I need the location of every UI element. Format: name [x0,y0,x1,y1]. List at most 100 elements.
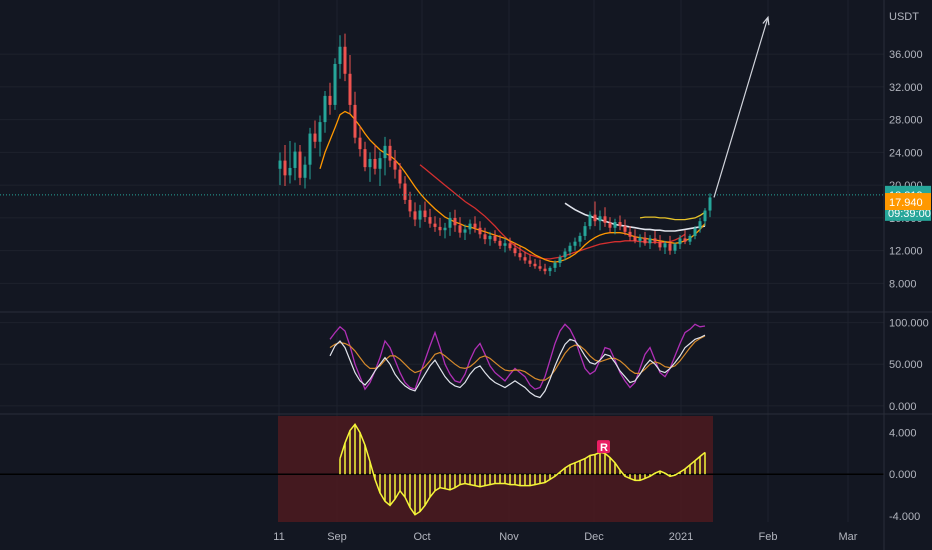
candle-body [563,251,567,258]
candle-body [488,235,492,240]
candle-body [433,223,437,227]
grid [0,0,884,522]
candle-body [663,243,667,248]
candle-body [653,238,657,242]
ma-white-line [564,202,706,232]
candle-body [533,263,537,267]
candle-body [468,223,472,230]
candle-body [483,234,487,240]
candle-body [578,235,582,242]
candle-body [333,63,337,105]
candle-body [403,183,407,200]
candle-body [448,217,452,228]
candle-body [543,268,547,272]
candle-body [303,164,307,178]
candle-body [608,222,612,228]
ma-red-line [419,164,686,260]
candle-body [518,253,522,258]
chart-markers[interactable]: R [597,440,610,454]
candle-body [418,210,422,220]
rsi-axis[interactable]: 100.000 50.000 0.000 [889,318,929,413]
osc-tick-0: 4.000 [889,428,917,440]
countdown-value: 09:39:00 [888,208,931,220]
candle-body [298,151,302,178]
rsi-tick-0: 100.000 [889,318,929,330]
candle-body [583,226,587,236]
candle-body [283,160,287,176]
candle-body [658,241,662,248]
osc-outline [339,422,706,516]
osc-shade-block [278,416,713,522]
oscillator-axis[interactable]: 4.000 0.000 -4.000 [889,428,920,523]
candle-body [513,248,517,254]
signal-marker-r-bg [597,440,610,454]
signal-marker-r: R [600,442,608,454]
candle-body [548,267,552,272]
ma-yellow-line [639,211,706,221]
projection-line [713,17,769,198]
candle-body [688,235,692,242]
candle-body [573,241,577,246]
candle-body [473,223,477,228]
candle-body [498,240,502,246]
candle-body [568,245,572,252]
candle-body [553,262,557,268]
candle-body [478,227,482,235]
candle-body [503,243,507,246]
price-tick-6: 12.000 [889,246,923,258]
candle-body [368,158,372,168]
candle-body [278,160,282,169]
candle-body [293,151,297,168]
rsi-lines [329,323,706,399]
oscillator-bars [339,422,706,516]
candle-body [593,214,597,222]
candle-body [628,231,632,237]
candle-body [398,169,402,184]
candle-body [598,216,602,222]
time-label-7: Mar [839,531,858,543]
osc-tick-1: 0.000 [889,469,917,481]
candle-body [308,133,312,165]
candle-body [643,237,647,244]
candle-body [328,95,332,105]
candle-body [463,229,467,233]
candle-body [493,235,497,241]
candle-body [373,158,377,169]
time-axis[interactable]: 11 Sep Oct Nov Dec 2021 Feb Mar [273,531,858,543]
projection-arrow[interactable] [713,15,770,198]
candle-body [388,145,392,161]
rsi-orange-line [329,335,706,381]
rsi-white-line [329,334,706,399]
candle-body [683,238,687,242]
candle-body [438,226,442,231]
candle-body [558,257,562,263]
rsi-tick-1: 50.000 [889,359,923,371]
candle-body [408,199,412,212]
candle-body [458,225,462,233]
candle-body [453,217,457,226]
time-label-2: Oct [413,531,430,543]
time-label-1: Sep [327,531,347,543]
price-axis[interactable]: USDT 36.00032.00028.00024.00020.00016.00… [889,11,923,290]
candle-body [318,122,322,142]
time-label-4: Dec [584,531,604,543]
candle-body [613,222,617,228]
candle-body [348,73,352,105]
time-label-0: 11 [273,531,284,543]
time-label-5: 2021 [669,531,693,543]
candle-body [343,46,347,74]
second-price-value: 17.940 [889,197,923,209]
candle-body [358,137,362,150]
second-price-badge [885,193,931,211]
candle-body [353,104,357,138]
price-tick-7: 8.000 [889,278,917,290]
candle-body [288,167,292,176]
candle-body [443,227,447,231]
candle-body [428,217,432,224]
osc-tick-2: -4.000 [889,511,920,523]
time-label-6: Feb [759,531,778,543]
candle-body [623,226,627,232]
candle-body [528,260,532,264]
candle-body [508,243,512,249]
